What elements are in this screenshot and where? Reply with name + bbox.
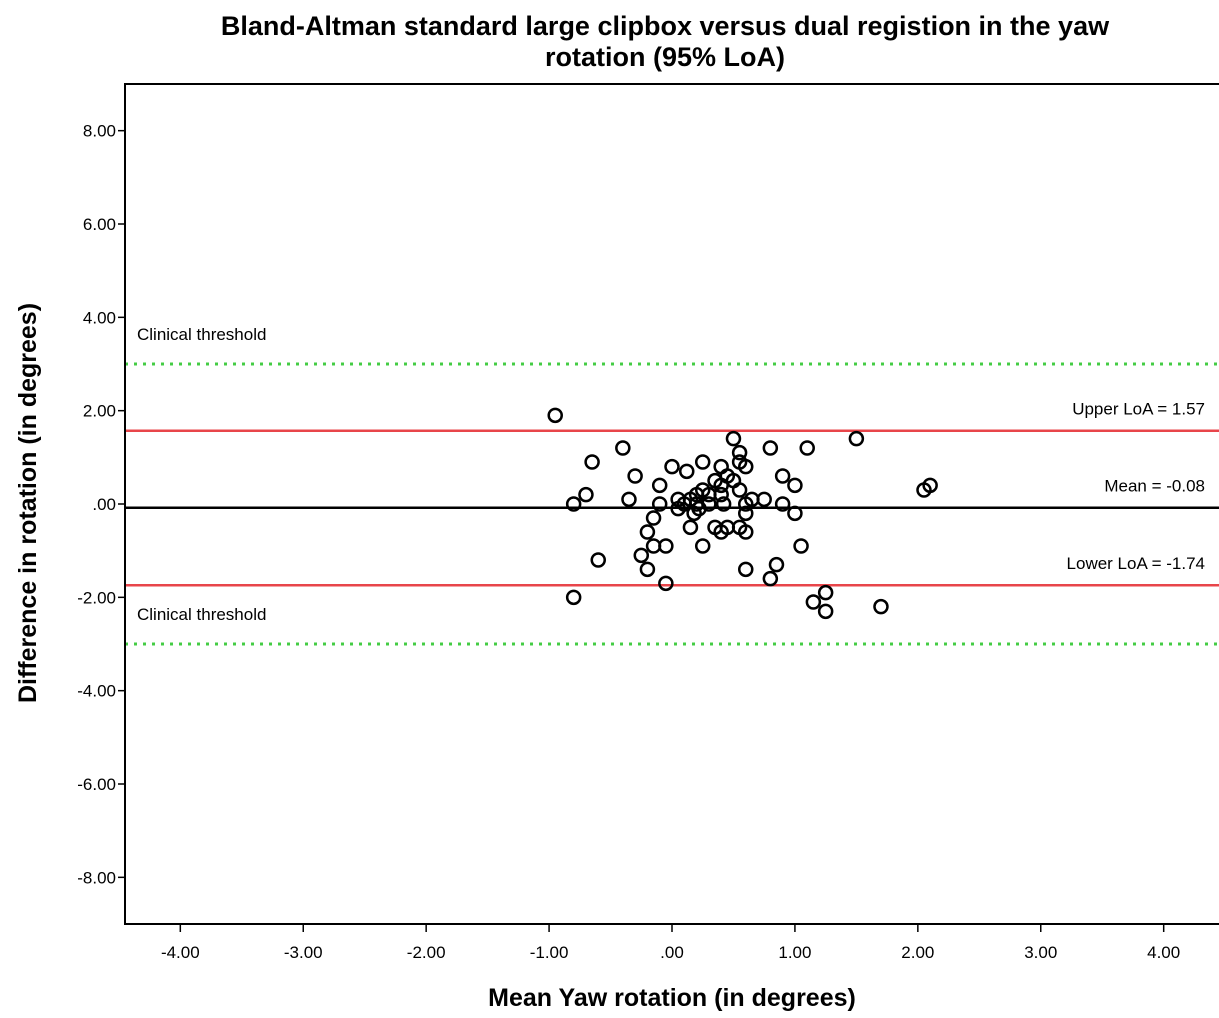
x-tick-label: 4.00 — [1147, 943, 1180, 962]
data-point — [664, 458, 680, 475]
x-tick-label: .00 — [660, 943, 684, 962]
data-point — [645, 510, 662, 526]
data-point — [848, 430, 865, 447]
data-point — [762, 570, 779, 587]
data-points — [547, 407, 938, 620]
data-point — [547, 407, 563, 424]
data-point — [922, 477, 938, 494]
y-tick-label: -6.00 — [77, 775, 116, 794]
y-axis-ticks: 8.00 6.00 4.00 2.00 .00 -2.00 -4.00 -6.00 -8.00 — [77, 122, 125, 887]
x-tick-label: 3.00 — [1024, 943, 1057, 962]
data-point — [651, 477, 668, 494]
data-point — [694, 538, 711, 554]
chart-title-line-2: rotation (95% LoA) — [545, 42, 785, 72]
reference-line-labels: Clinical threshold Upper LoA = 1.57 Mean =… — [137, 325, 1205, 624]
data-point — [651, 496, 668, 512]
data-point — [565, 496, 582, 512]
data-point — [873, 598, 889, 615]
y-tick-label: -4.00 — [77, 682, 116, 701]
data-point — [774, 468, 791, 484]
data-point — [762, 440, 779, 456]
data-point — [658, 538, 674, 554]
data-point — [679, 463, 695, 480]
chart-title-line-1: Bland-Altman standard large clipbox vers… — [221, 11, 1110, 41]
data-point — [639, 561, 656, 578]
x-axis-ticks: -4.00 -3.00 -2.00 -1.00 .00 1.00 2.00 3.00 4.00 — [161, 924, 1180, 962]
clinical-threshold-upper-label: Clinical threshold — [137, 325, 266, 344]
data-point — [787, 477, 803, 494]
y-tick-label: 2.00 — [83, 402, 116, 421]
data-point — [793, 538, 809, 554]
x-tick-label: 1.00 — [778, 943, 811, 962]
data-point — [768, 556, 785, 573]
data-point — [590, 552, 606, 568]
x-tick-label: -4.00 — [161, 943, 200, 962]
data-point — [639, 524, 656, 540]
data-point — [715, 496, 732, 512]
data-point — [701, 496, 717, 512]
x-tick-label: -3.00 — [284, 943, 323, 962]
data-point — [565, 589, 582, 606]
data-point — [694, 454, 711, 470]
y-axis-title: Difference in rotation (in degrees) — [14, 303, 42, 703]
y-tick-label: -2.00 — [77, 588, 116, 607]
y-tick-label: 8.00 — [83, 122, 116, 141]
upper-loa-label: Upper LoA = 1.57 — [1072, 400, 1205, 419]
data-point — [584, 454, 600, 470]
clinical-threshold-lower-label: Clinical threshold — [137, 605, 266, 624]
x-axis-title: Mean Yaw rotation (in degrees) — [488, 984, 856, 1012]
data-point — [817, 584, 834, 601]
x-tick-label: -2.00 — [407, 943, 446, 962]
y-tick-label: 6.00 — [83, 215, 116, 234]
data-point — [756, 491, 772, 508]
data-point — [633, 547, 650, 564]
data-point — [627, 468, 643, 484]
y-tick-label: -8.00 — [77, 868, 116, 887]
x-tick-label: -1.00 — [530, 943, 569, 962]
y-tick-label: .00 — [92, 495, 116, 514]
data-point — [738, 458, 754, 475]
data-point — [682, 519, 699, 536]
data-point — [578, 486, 594, 503]
lower-loa-label: Lower LoA = -1.74 — [1067, 554, 1205, 573]
data-point — [738, 524, 754, 540]
data-point — [713, 486, 729, 503]
data-point — [731, 444, 748, 461]
data-point — [787, 505, 803, 522]
data-point — [621, 491, 637, 508]
data-point — [615, 440, 631, 456]
data-point — [799, 440, 815, 456]
data-point — [658, 575, 674, 592]
data-point — [725, 430, 742, 447]
data-point — [738, 505, 754, 522]
data-point — [817, 603, 834, 620]
mean-label: Mean = -0.08 — [1104, 477, 1205, 496]
data-point — [738, 561, 754, 578]
data-point — [713, 458, 729, 475]
data-point — [774, 496, 791, 512]
data-point — [686, 505, 702, 522]
data-point — [731, 482, 748, 498]
y-tick-label: 4.00 — [83, 308, 116, 327]
data-point — [805, 594, 822, 610]
x-tick-label: 2.00 — [901, 943, 934, 962]
